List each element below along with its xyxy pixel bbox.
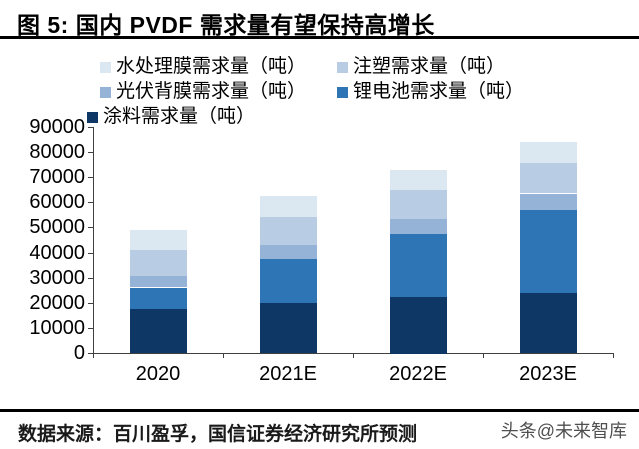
- x-category-label: 2020: [135, 363, 181, 385]
- legend-item: 水处理膜需求量（吨）: [100, 56, 306, 78]
- y-tick-label: 90000: [29, 116, 85, 138]
- legend-swatch: [100, 86, 111, 98]
- y-tick: [88, 227, 93, 228]
- y-tick: [88, 202, 93, 203]
- bottom-rule: [0, 409, 639, 412]
- legend-swatch: [87, 111, 98, 123]
- bar-segment: [130, 250, 187, 276]
- bar-segment: [130, 288, 187, 309]
- bar-segment: [520, 210, 577, 293]
- y-tick-label: 0: [73, 342, 85, 364]
- x-category-label: 2021E: [259, 363, 317, 385]
- y-tick: [88, 353, 93, 354]
- bar-segment: [390, 170, 447, 190]
- x-tick: [483, 353, 484, 358]
- y-axis-line: [93, 127, 94, 353]
- bar-segment: [390, 219, 447, 234]
- legend-swatch: [337, 86, 348, 98]
- legend-label: 光伏背膜需求量（吨）: [116, 81, 307, 102]
- legend-swatch: [100, 61, 111, 73]
- y-tick: [88, 127, 93, 128]
- legend-label: 锂电池需求量（吨）: [353, 81, 525, 102]
- bar-segment: [260, 259, 317, 303]
- bar-segment: [390, 234, 447, 297]
- x-tick: [353, 353, 354, 358]
- y-tick-label: 60000: [29, 191, 85, 213]
- bar-segment: [520, 293, 577, 353]
- bar-segment: [520, 163, 577, 193]
- legend-label: 涂料需求量（吨）: [103, 106, 256, 127]
- bar-segment: [260, 196, 317, 217]
- figure-title: 图 5: 国内 PVDF 需求量有望保持高增长: [17, 12, 435, 38]
- x-tick: [223, 353, 224, 358]
- y-tick: [88, 328, 93, 329]
- title-rule: [0, 36, 639, 39]
- bar-segment: [520, 194, 577, 210]
- bar-segment: [260, 217, 317, 245]
- y-tick-label: 20000: [29, 292, 85, 314]
- x-category-label: 2022E: [389, 363, 447, 385]
- y-tick-label: 70000: [29, 166, 85, 188]
- source-note: 数据来源：百川盈孚，国信证券经济研究所预测: [18, 424, 418, 445]
- bar-segment: [390, 190, 447, 219]
- legend-item: 注塑需求量（吨）: [337, 56, 505, 78]
- x-tick: [93, 353, 94, 358]
- bar-segment: [260, 245, 317, 259]
- y-tick: [88, 253, 93, 254]
- bar-segment: [260, 303, 317, 353]
- y-tick-label: 50000: [29, 216, 85, 238]
- y-tick: [88, 177, 93, 178]
- x-tick: [613, 353, 614, 358]
- y-tick-label: 30000: [29, 267, 85, 289]
- y-tick-label: 40000: [29, 242, 85, 264]
- y-tick-label: 10000: [29, 317, 85, 339]
- bar-segment: [130, 230, 187, 250]
- x-category-label: 2023E: [519, 363, 577, 385]
- y-tick: [88, 303, 93, 304]
- watermark: 头条@未来智库: [500, 421, 627, 441]
- legend-item: 涂料需求量（吨）: [87, 106, 255, 128]
- bar-segment: [130, 309, 187, 353]
- legend-item: 光伏背膜需求量（吨）: [100, 81, 306, 103]
- legend-label: 水处理膜需求量（吨）: [116, 56, 307, 77]
- bar-segment: [130, 276, 187, 287]
- y-tick-label: 80000: [29, 141, 85, 163]
- legend-swatch: [337, 61, 348, 73]
- bar-segment: [520, 142, 577, 163]
- legend-item: 锂电池需求量（吨）: [337, 81, 524, 103]
- y-tick: [88, 152, 93, 153]
- legend-label: 注塑需求量（吨）: [353, 56, 506, 77]
- y-tick: [88, 278, 93, 279]
- bar-segment: [390, 297, 447, 354]
